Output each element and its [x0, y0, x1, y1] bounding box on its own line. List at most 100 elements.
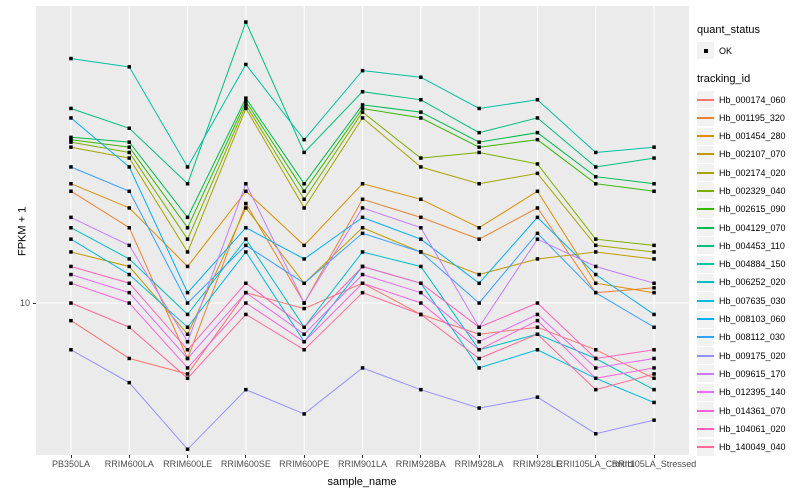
- legend-line-swatch-icon: [697, 354, 714, 357]
- legend-line-swatch-icon: [697, 98, 714, 101]
- data-point: [535, 325, 540, 329]
- legend-items-tracking-id: Hb_000174_060 Hb_001195_320 Hb_001454_280 H…: [697, 91, 799, 456]
- data-point: [69, 106, 73, 111]
- data-point: [419, 237, 423, 241]
- data-point: [360, 366, 365, 370]
- data-point: [185, 447, 190, 451]
- legend-item-Hb_000174_060: Hb_000174_060: [697, 91, 799, 108]
- data-point: [360, 103, 365, 107]
- legend-key-swatch: [697, 383, 714, 401]
- legend-item-Hb_002174_020: Hb_002174_020: [697, 164, 799, 182]
- data-point: [652, 356, 656, 361]
- legend-item-label: Hb_002615_090: [719, 204, 786, 215]
- legend-line-swatch-icon: [697, 446, 714, 449]
- data-point: [302, 348, 306, 352]
- data-point: [127, 272, 131, 277]
- data-point: [594, 348, 598, 352]
- data-point: [69, 116, 73, 120]
- data-point: [419, 156, 423, 160]
- data-point: [69, 250, 73, 254]
- legend-item-label: Hb_007635_030: [719, 295, 786, 306]
- data-point: [360, 264, 365, 269]
- data-point: [69, 237, 73, 241]
- data-point: [302, 412, 306, 416]
- legend-key-swatch: [697, 365, 714, 383]
- data-point: [594, 376, 598, 380]
- data-point: [594, 150, 598, 155]
- data-point: [185, 215, 190, 220]
- data-point: [185, 165, 190, 169]
- data-point: [127, 264, 131, 269]
- legend-item-Hb_004129_070: Hb_004129_070: [697, 219, 799, 237]
- legend: quant_status OK tracking_id Hb_000174_06…: [697, 24, 799, 470]
- data-point: [185, 325, 190, 329]
- data-point: [127, 150, 131, 155]
- data-point: [69, 264, 73, 269]
- data-point: [69, 145, 73, 149]
- data-point: [652, 325, 656, 329]
- data-point: [127, 380, 131, 385]
- data-point: [477, 130, 481, 135]
- legend-item-Hb_004453_110: Hb_004453_110: [697, 237, 799, 255]
- data-point: [652, 243, 656, 248]
- data-point: [652, 400, 656, 405]
- data-point: [477, 406, 481, 410]
- data-point: [652, 257, 656, 261]
- data-point: [360, 272, 365, 277]
- legend-item-label: Hb_002174_020: [719, 167, 786, 178]
- x-tick-mark: [478, 455, 480, 458]
- data-point: [185, 356, 190, 361]
- legend-line-swatch-icon: [697, 281, 714, 284]
- data-point: [127, 356, 131, 361]
- data-point: [419, 165, 423, 169]
- data-point: [535, 137, 540, 142]
- y-tick-label: 10: [19, 298, 30, 308]
- legend-key-swatch: [697, 109, 714, 127]
- data-point: [594, 237, 598, 241]
- data-point: [535, 395, 540, 399]
- data-point: [419, 301, 423, 305]
- data-point: [69, 56, 73, 61]
- data-point: [127, 189, 131, 193]
- legend-key-swatch: [697, 328, 714, 346]
- data-point: [244, 301, 248, 305]
- legend-key-swatch: [697, 438, 714, 456]
- y-axis-title: FPKM + 1: [16, 206, 29, 256]
- data-point: [652, 366, 656, 370]
- x-tick-mark: [420, 455, 422, 458]
- data-point: [360, 226, 365, 230]
- data-point: [477, 237, 481, 241]
- legend-item-label: Hb_001195_320: [719, 112, 785, 123]
- data-point: [594, 272, 598, 277]
- legend-line-swatch-icon: [697, 135, 714, 138]
- data-point: [302, 243, 306, 248]
- data-point: [185, 332, 190, 336]
- x-tick-label-PB350LA: PB350LA: [51, 459, 91, 469]
- data-point: [127, 156, 131, 160]
- legend-key-swatch: [697, 420, 714, 438]
- data-point: [535, 348, 540, 352]
- legend-key-swatch: [697, 42, 714, 59]
- data-point: [535, 231, 540, 236]
- data-point: [477, 226, 481, 230]
- data-point: [244, 312, 248, 317]
- data-point: [535, 318, 540, 323]
- data-point: [360, 182, 365, 186]
- data-point: [360, 250, 365, 254]
- data-point: [185, 340, 190, 344]
- data-point: [127, 290, 131, 295]
- data-point: [419, 290, 423, 295]
- data-point: [302, 281, 306, 285]
- legend-item-Hb_001195_320: Hb_001195_320: [697, 109, 799, 127]
- data-point: [185, 301, 190, 305]
- x-tick-mark: [595, 455, 597, 458]
- legend-line-swatch-icon: [697, 372, 714, 375]
- data-point: [244, 96, 248, 100]
- data-point: [477, 106, 481, 111]
- data-point: [69, 182, 73, 186]
- legend-line-swatch-icon: [697, 391, 714, 394]
- legend-item-label: Hb_014361_070: [719, 405, 786, 416]
- data-point: [360, 68, 365, 73]
- legend-item-Hb_002107_070: Hb_002107_070: [697, 145, 799, 163]
